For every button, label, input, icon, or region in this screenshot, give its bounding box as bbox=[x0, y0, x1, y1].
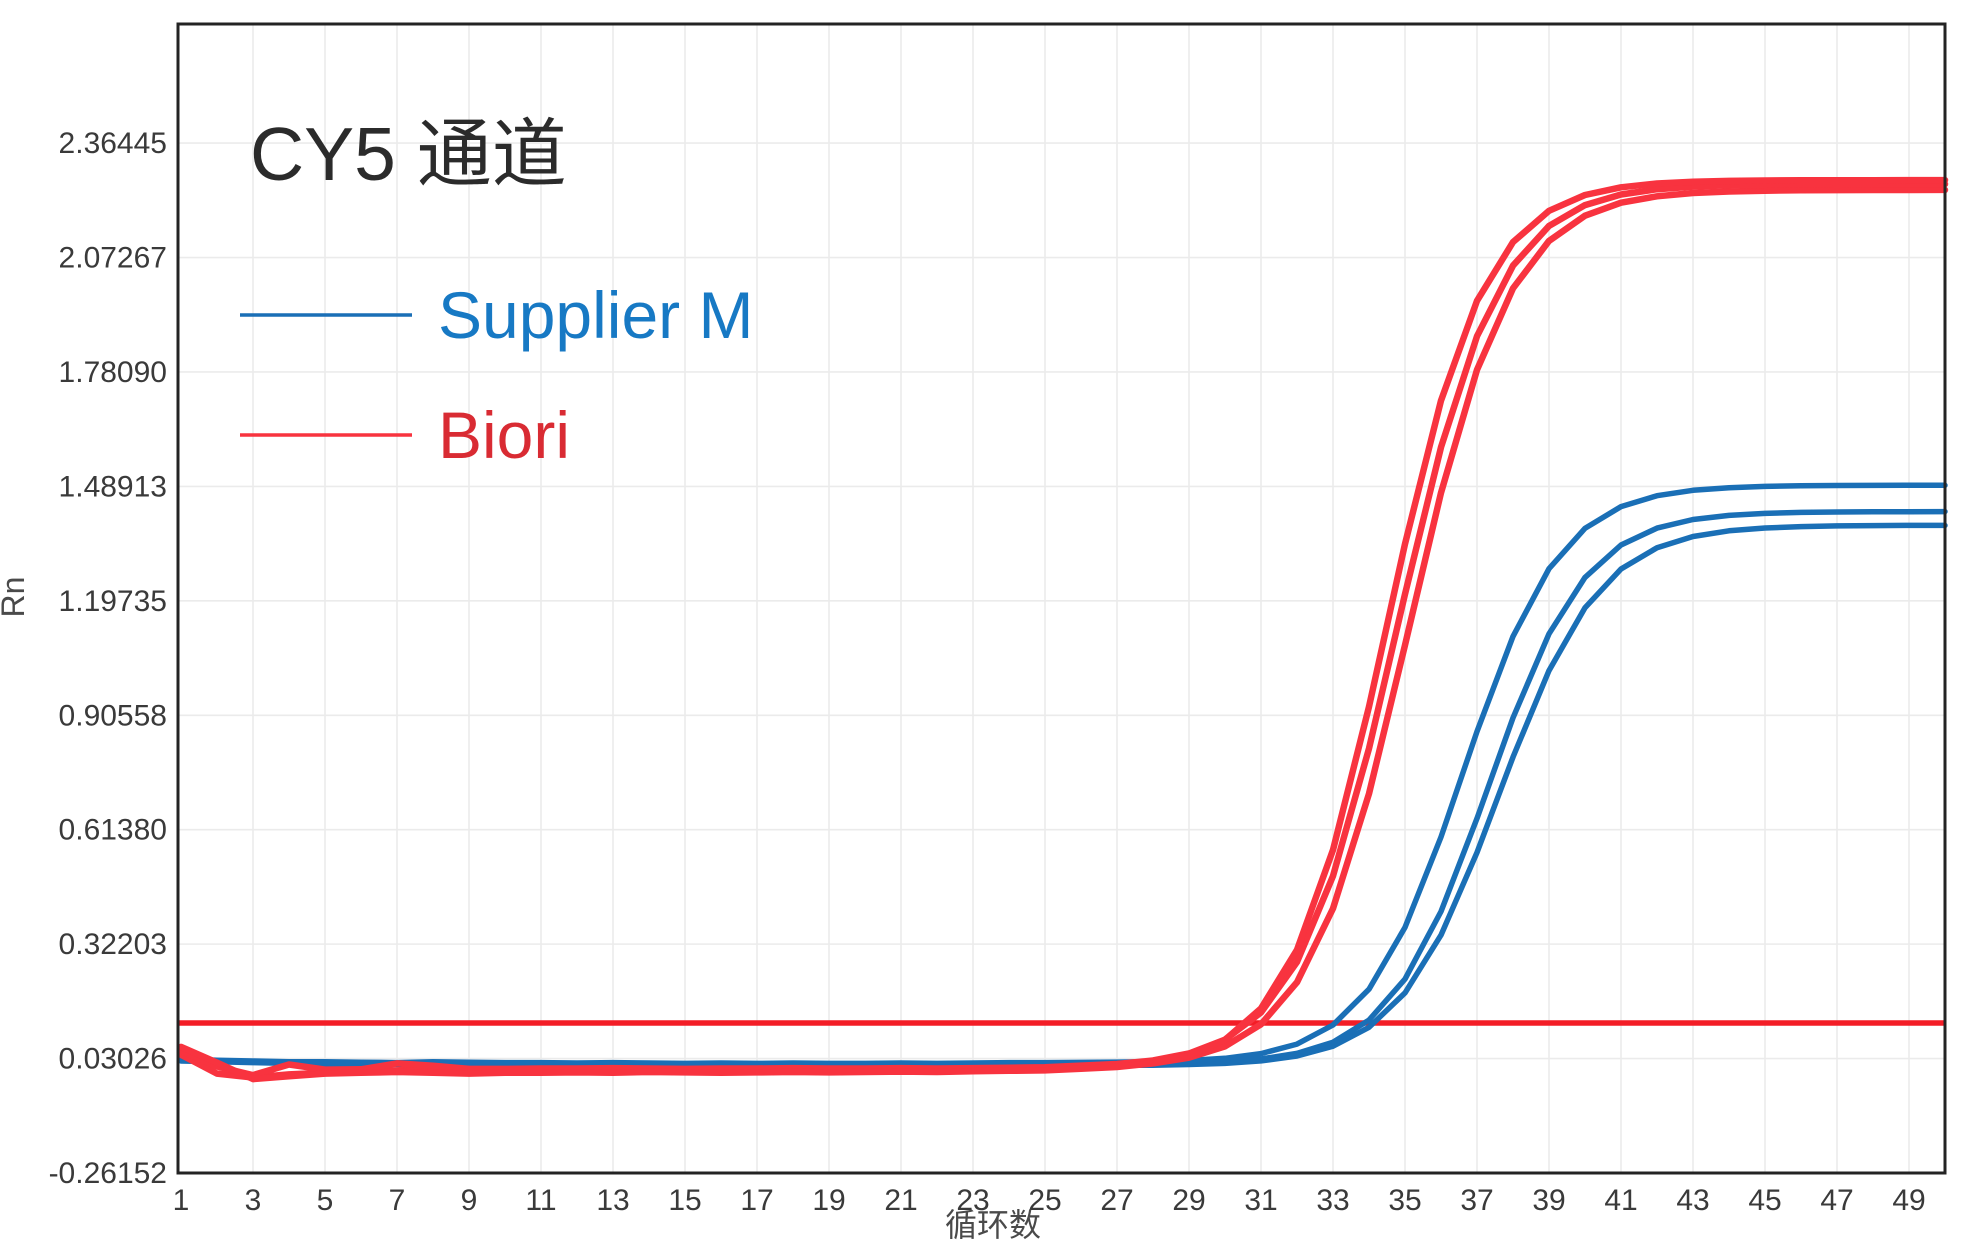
x-tick-label: 41 bbox=[1604, 1184, 1637, 1217]
y-tick-label: 2.36445 bbox=[59, 127, 167, 160]
legend-label-supplier-m: Supplier M bbox=[438, 278, 753, 352]
x-tick-label: 35 bbox=[1388, 1184, 1421, 1217]
x-tick-label: 25 bbox=[1028, 1184, 1061, 1217]
x-tick-label: 11 bbox=[525, 1184, 556, 1217]
x-tick-label: 43 bbox=[1676, 1184, 1709, 1217]
series-line-biori-rep3 bbox=[177, 176, 1949, 1083]
x-tick-label: 15 bbox=[668, 1184, 701, 1217]
y-tick-label: 1.19735 bbox=[59, 585, 167, 618]
x-tick-label: 29 bbox=[1172, 1184, 1205, 1217]
x-tick-label: 49 bbox=[1892, 1184, 1925, 1217]
x-tick-label: 7 bbox=[389, 1184, 406, 1217]
x-tick-label: 27 bbox=[1100, 1184, 1133, 1217]
y-axis-label: Rn bbox=[0, 577, 31, 618]
x-tick-label: 13 bbox=[596, 1184, 629, 1217]
x-tick-label: 1 bbox=[173, 1184, 190, 1217]
axis-ticks: -0.26152 0.03026 0.32203 0.61380 0.90558 1.19… bbox=[49, 127, 1926, 1217]
x-axis-label: 循环数 bbox=[945, 1207, 1041, 1243]
legend: Supplier M Biori bbox=[240, 278, 753, 472]
chart-title: CY5 通道 bbox=[250, 112, 567, 196]
x-tick-label: 5 bbox=[317, 1184, 334, 1217]
x-tick-label: 9 bbox=[461, 1184, 478, 1217]
legend-label-biori: Biori bbox=[438, 398, 570, 472]
x-tick-label: 33 bbox=[1316, 1184, 1349, 1217]
y-tick-label: 2.07267 bbox=[59, 242, 167, 275]
y-tick-label: 0.61380 bbox=[59, 814, 167, 847]
y-tick-label: -0.26152 bbox=[49, 1157, 167, 1190]
x-tick-label: 23 bbox=[956, 1184, 989, 1217]
plot-area bbox=[178, 24, 1945, 1173]
x-tick-label: 3 bbox=[245, 1184, 262, 1217]
gridlines bbox=[178, 24, 1945, 1174]
x-tick-label: 45 bbox=[1748, 1184, 1781, 1217]
amplification-curves bbox=[177, 176, 1949, 1083]
x-tick-label: 31 bbox=[1244, 1184, 1277, 1217]
x-tick-label: 19 bbox=[812, 1184, 845, 1217]
x-tick-label: 21 bbox=[884, 1184, 917, 1217]
y-tick-label: 0.90558 bbox=[59, 699, 167, 732]
x-tick-label: 17 bbox=[740, 1184, 773, 1217]
y-tick-label: 1.78090 bbox=[59, 356, 167, 389]
series-line-supplier-m-rep1 bbox=[178, 482, 1948, 1067]
x-tick-label: 37 bbox=[1460, 1184, 1493, 1217]
y-tick-label: 0.03026 bbox=[59, 1043, 167, 1076]
x-tick-label: 39 bbox=[1532, 1184, 1565, 1217]
y-tick-label: 0.32203 bbox=[59, 928, 167, 961]
x-tick-label: 47 bbox=[1820, 1184, 1853, 1217]
plot-border bbox=[176, 22, 1947, 1175]
y-tick-label: 1.48913 bbox=[59, 470, 167, 503]
